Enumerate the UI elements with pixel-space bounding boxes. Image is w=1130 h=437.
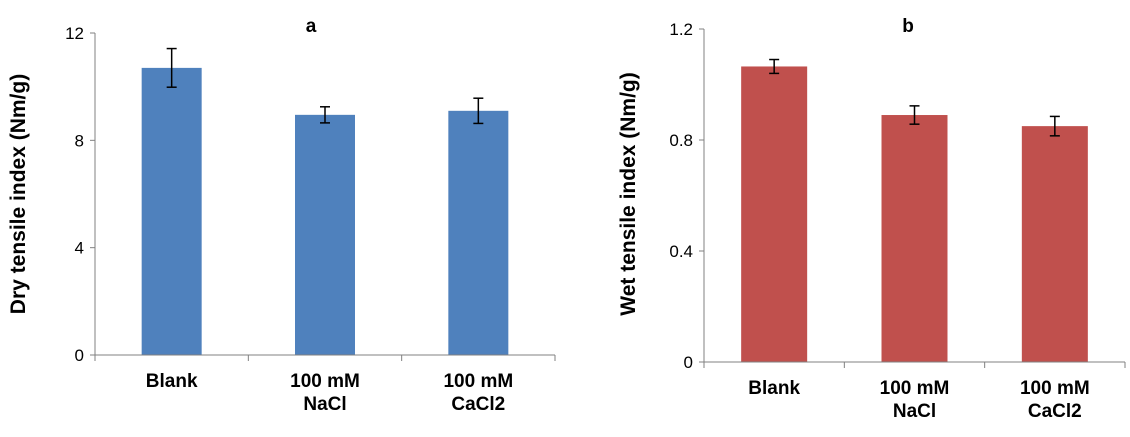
x-tick-label: CaCl2 [1028,401,1082,422]
x-tick-label: Blank [146,371,198,392]
y-axis-label: Dry tensile index (Nm/g) [7,74,30,314]
x-tick-label: 100 mM [1020,378,1090,399]
chart-title: a [306,16,317,37]
chart-title: b [902,16,914,37]
y-tick-label: 0 [684,353,693,372]
x-tick-label: Blank [748,378,800,399]
y-tick-label: 8 [75,131,84,150]
y-tick-label: 1.2 [669,20,693,39]
bar [1022,126,1088,362]
y-tick-label: 0.4 [669,242,693,261]
x-tick-label: NaCl [303,394,346,415]
y-tick-label: 4 [75,239,84,258]
bar [882,115,948,362]
x-tick-label: 100 mM [880,378,950,399]
bar [295,115,355,355]
x-tick-label: 100 mM [290,371,360,392]
bar [741,66,807,362]
y-axis-label: Wet tensile index (Nm/g) [617,72,640,315]
y-tick-label: 12 [65,24,84,43]
chart-panel-b: b Wet tensile index (Nm/g) Blank 100 mM NaCl… [565,0,1130,432]
x-tick-label: CaCl2 [451,394,505,415]
x-tick-label: 100 mM [443,371,513,392]
y-tick-label: 0.8 [669,131,693,150]
x-tick-label: NaCl [893,401,936,422]
bar [142,68,202,355]
y-tick-label: 0 [75,346,84,365]
bar [448,111,508,355]
chart-panel-a: a Dry tensile index (Nm/g) Blank 100 mM NaCl… [0,0,565,432]
